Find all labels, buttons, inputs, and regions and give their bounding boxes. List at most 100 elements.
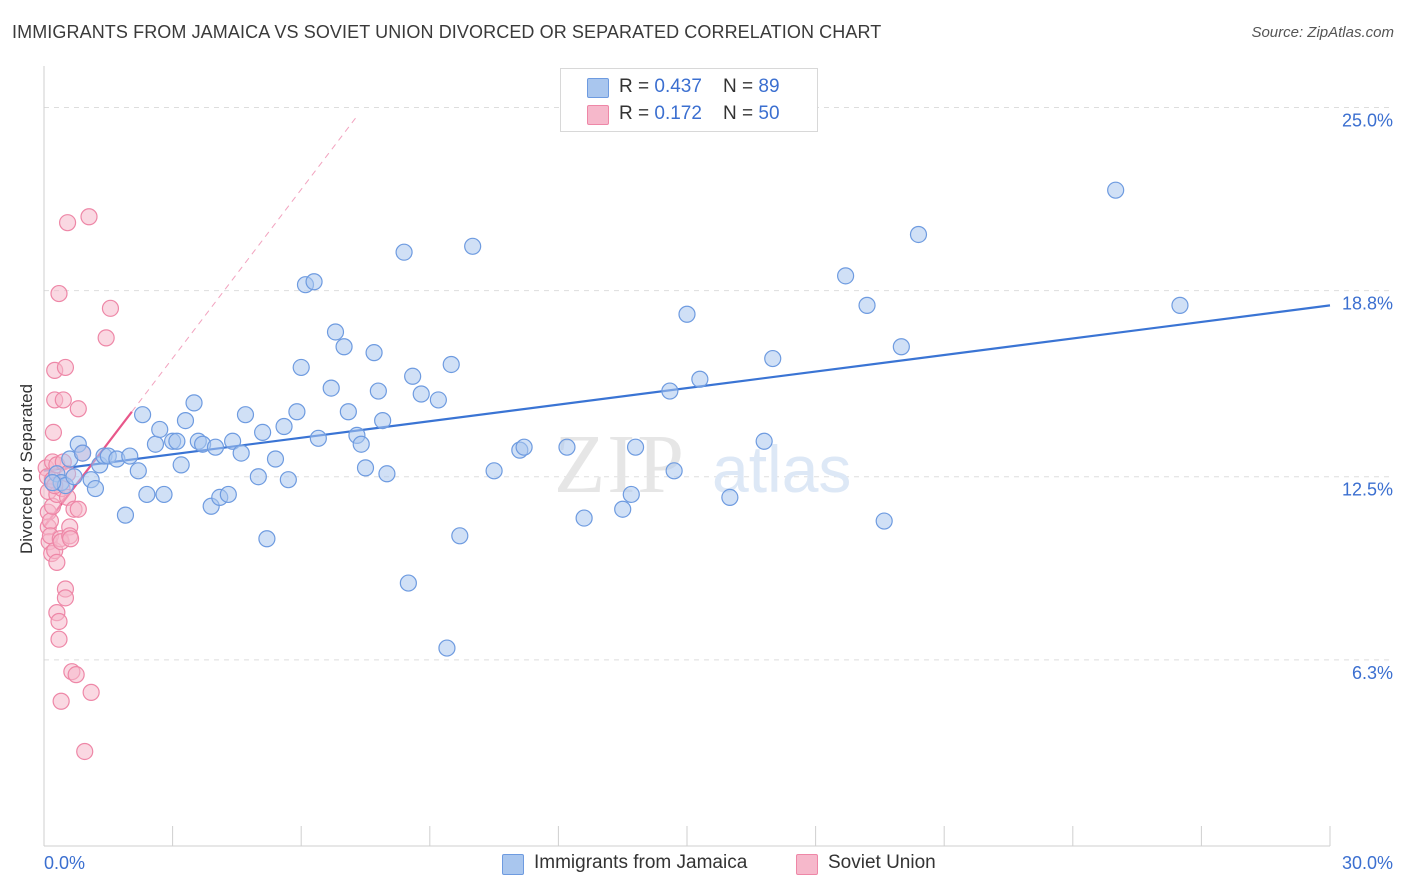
point-jamaica bbox=[661, 382, 679, 400]
point-soviet-union bbox=[56, 358, 75, 377]
point-jamaica bbox=[858, 296, 876, 314]
point-soviet-union bbox=[82, 683, 100, 701]
point-jamaica bbox=[892, 338, 910, 356]
point-jamaica bbox=[404, 367, 422, 385]
point-soviet-union bbox=[67, 666, 85, 684]
trend-line-jamaica bbox=[43, 304, 1331, 472]
legend-n-label: N = bbox=[723, 103, 759, 124]
point-jamaica bbox=[515, 438, 533, 456]
point-jamaica bbox=[374, 411, 392, 430]
legend-n-label: N = bbox=[723, 76, 759, 97]
point-jamaica bbox=[837, 267, 855, 285]
point-jamaica bbox=[121, 447, 139, 465]
point-jamaica bbox=[442, 355, 460, 374]
point-jamaica bbox=[168, 432, 186, 450]
point-jamaica bbox=[236, 406, 255, 424]
point-soviet-union bbox=[44, 423, 63, 442]
point-jamaica bbox=[326, 323, 345, 341]
point-jamaica bbox=[575, 509, 593, 527]
point-soviet-union bbox=[48, 553, 66, 571]
point-soviet-union bbox=[50, 612, 68, 631]
legend-n-value: 89 bbox=[758, 76, 780, 97]
legend-r-value: 0.172 bbox=[654, 103, 702, 124]
watermark-zip: ZIP bbox=[554, 418, 686, 511]
point-jamaica bbox=[73, 444, 92, 462]
point-jamaica bbox=[266, 450, 285, 468]
point-jamaica bbox=[764, 349, 782, 368]
point-soviet-union bbox=[101, 299, 120, 317]
point-jamaica bbox=[622, 485, 640, 504]
point-jamaica bbox=[176, 411, 195, 430]
point-jamaica bbox=[322, 379, 340, 397]
correlation-legend: R = 0.437 N = 89 R = 0.172 N = 50 bbox=[560, 68, 818, 132]
x-tick-labels: 0.0% 30.0% bbox=[44, 853, 1393, 873]
legend-swatch-pink bbox=[587, 105, 609, 125]
point-jamaica bbox=[172, 456, 190, 474]
grid-lines bbox=[44, 106, 1392, 661]
y-tick-label: 12.5% bbox=[1342, 480, 1393, 500]
point-jamaica bbox=[1107, 181, 1125, 199]
point-jamaica bbox=[65, 468, 83, 486]
point-jamaica bbox=[721, 488, 739, 507]
bottom-legend-label: Soviet Union bbox=[828, 852, 936, 873]
point-jamaica bbox=[365, 344, 383, 362]
watermark: ZIP atlas bbox=[554, 418, 851, 511]
point-soviet-union bbox=[97, 329, 115, 347]
point-jamaica bbox=[356, 459, 375, 477]
point-jamaica bbox=[429, 391, 447, 409]
point-jamaica bbox=[665, 462, 683, 480]
bottom-legend-swatch-pink bbox=[796, 854, 818, 875]
point-jamaica bbox=[395, 243, 413, 261]
point-jamaica bbox=[133, 406, 152, 424]
legend-r-value: 0.437 bbox=[654, 76, 702, 97]
x-tick-label: 0.0% bbox=[44, 853, 85, 873]
chart-title: IMMIGRANTS FROM JAMAICA VS SOVIET UNION … bbox=[12, 22, 882, 42]
point-jamaica bbox=[206, 438, 225, 456]
point-jamaica bbox=[691, 370, 709, 388]
point-jamaica bbox=[352, 435, 370, 453]
point-jamaica bbox=[254, 423, 272, 442]
point-jamaica bbox=[378, 465, 396, 483]
point-jamaica bbox=[224, 432, 242, 450]
bottom-legend-label: Immigrants from Jamaica bbox=[534, 852, 748, 873]
point-jamaica bbox=[369, 382, 387, 400]
point-jamaica bbox=[485, 462, 503, 480]
point-jamaica bbox=[438, 639, 456, 657]
y-tick-label: 6.3% bbox=[1352, 663, 1393, 683]
point-jamaica bbox=[309, 429, 327, 447]
point-jamaica bbox=[129, 462, 147, 480]
point-soviet-union bbox=[69, 400, 87, 418]
point-jamaica bbox=[279, 471, 297, 489]
point-jamaica bbox=[1171, 296, 1189, 314]
point-jamaica bbox=[249, 468, 267, 486]
point-jamaica bbox=[678, 305, 696, 323]
point-jamaica bbox=[412, 385, 430, 403]
y-tick-labels: 6.3% 12.5% 18.8% 25.0% bbox=[1342, 110, 1393, 682]
point-jamaica bbox=[86, 479, 105, 498]
point-jamaica bbox=[626, 438, 645, 456]
series-immigrants-from-jamaica bbox=[43, 181, 1189, 657]
legend-r-label: R = bbox=[619, 76, 655, 97]
point-jamaica bbox=[755, 432, 773, 450]
point-jamaica bbox=[339, 403, 357, 421]
point-jamaica bbox=[116, 506, 135, 524]
point-jamaica bbox=[219, 485, 237, 504]
legend-n-value: 50 bbox=[758, 103, 780, 124]
point-jamaica bbox=[305, 273, 323, 291]
trend-line-soviet-union bbox=[131, 116, 358, 413]
bottom-legend-swatch-blue bbox=[502, 854, 524, 875]
point-jamaica bbox=[275, 417, 293, 436]
legend-r-label: R = bbox=[619, 103, 655, 124]
point-soviet-union bbox=[52, 692, 70, 710]
point-soviet-union bbox=[80, 208, 98, 226]
point-jamaica bbox=[185, 394, 203, 412]
point-jamaica bbox=[464, 237, 482, 255]
point-soviet-union bbox=[76, 742, 94, 761]
source-label: Source: ZipAtlas.com bbox=[1251, 24, 1394, 41]
legend-swatch-blue bbox=[587, 78, 609, 98]
x-tick-label: 30.0% bbox=[1342, 853, 1393, 873]
point-jamaica bbox=[151, 420, 169, 439]
point-soviet-union bbox=[50, 630, 68, 648]
point-soviet-union bbox=[54, 391, 72, 409]
y-tick-label: 25.0% bbox=[1342, 110, 1393, 130]
